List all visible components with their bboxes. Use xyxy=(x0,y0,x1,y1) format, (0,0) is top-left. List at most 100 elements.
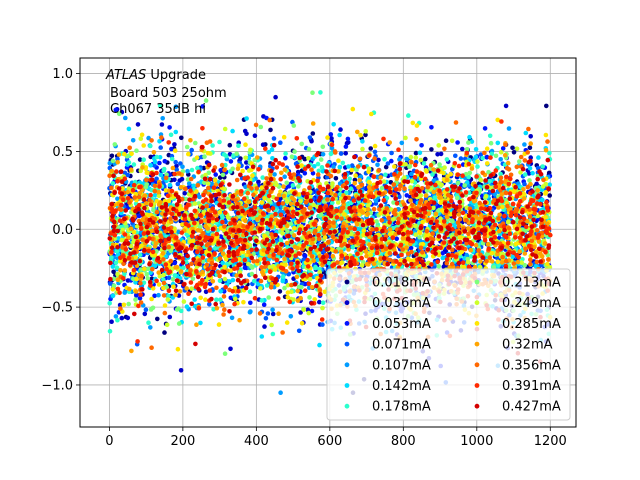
data-point xyxy=(272,172,277,177)
data-point xyxy=(159,122,165,127)
data-point xyxy=(177,178,182,183)
data-point xyxy=(262,196,267,201)
data-point xyxy=(114,265,120,271)
data-point xyxy=(444,157,450,162)
data-point xyxy=(228,159,234,164)
data-point xyxy=(236,143,241,148)
data-point xyxy=(148,270,153,276)
data-point xyxy=(291,123,297,128)
data-point xyxy=(363,132,368,138)
data-point xyxy=(110,293,116,299)
data-point xyxy=(168,132,174,138)
data-point xyxy=(181,299,187,304)
data-point xyxy=(273,94,278,100)
data-point xyxy=(145,266,151,272)
data-point xyxy=(111,276,117,282)
data-point xyxy=(107,281,113,286)
data-point xyxy=(148,143,153,149)
data-point xyxy=(397,194,402,200)
data-point xyxy=(222,126,228,132)
data-point xyxy=(346,164,351,169)
data-point xyxy=(322,235,328,240)
data-point xyxy=(353,173,358,178)
data-point xyxy=(278,390,283,396)
data-point xyxy=(144,272,150,277)
data-point xyxy=(175,346,181,352)
data-point xyxy=(315,257,320,263)
data-point xyxy=(249,271,255,277)
data-point xyxy=(252,133,258,138)
data-point xyxy=(222,351,228,357)
data-point xyxy=(301,307,307,313)
data-point xyxy=(122,290,127,295)
data-point xyxy=(230,128,235,134)
data-point xyxy=(203,289,209,295)
data-point xyxy=(111,283,117,289)
data-point xyxy=(176,321,182,326)
data-point xyxy=(421,161,427,166)
data-point xyxy=(141,157,146,162)
data-point xyxy=(267,264,272,270)
data-point xyxy=(540,197,545,203)
data-point xyxy=(518,170,523,175)
data-point xyxy=(406,113,411,118)
data-point xyxy=(392,164,397,169)
data-point xyxy=(399,219,405,224)
data-point xyxy=(292,149,297,154)
data-point xyxy=(330,181,335,186)
data-point xyxy=(475,164,480,169)
data-point xyxy=(157,155,163,160)
data-point xyxy=(174,163,179,169)
data-point xyxy=(107,328,113,334)
data-point xyxy=(161,168,166,173)
data-point xyxy=(299,141,305,147)
data-point xyxy=(247,309,253,315)
data-point xyxy=(337,164,343,170)
data-point xyxy=(535,165,541,171)
data-point xyxy=(408,154,414,160)
data-point xyxy=(277,289,283,294)
data-point xyxy=(453,153,458,159)
data-point xyxy=(345,233,350,239)
data-point xyxy=(150,305,156,311)
data-point xyxy=(501,217,506,223)
data-point xyxy=(228,268,234,273)
data-point xyxy=(440,208,445,213)
data-point xyxy=(309,138,314,144)
data-point xyxy=(179,135,184,141)
data-point xyxy=(174,167,179,172)
data-point xyxy=(217,139,222,145)
data-point xyxy=(172,148,178,153)
data-point xyxy=(203,98,209,103)
data-point xyxy=(203,297,208,303)
data-point xyxy=(320,300,326,306)
data-point xyxy=(126,160,132,165)
data-point xyxy=(122,170,128,176)
data-point xyxy=(343,144,349,149)
data-point xyxy=(182,191,187,196)
data-point xyxy=(402,175,407,180)
data-point xyxy=(227,142,233,148)
data-point xyxy=(220,172,226,178)
data-point xyxy=(331,122,337,127)
data-point xyxy=(317,270,323,275)
data-point xyxy=(346,140,351,145)
data-point xyxy=(139,132,145,138)
data-point xyxy=(110,264,116,269)
data-point xyxy=(130,138,136,143)
data-point xyxy=(496,263,501,268)
data-point xyxy=(259,298,265,303)
data-point xyxy=(137,157,143,162)
data-point xyxy=(498,157,504,162)
data-point xyxy=(162,330,167,335)
data-point xyxy=(172,273,178,278)
data-point xyxy=(437,162,442,167)
data-point xyxy=(284,180,290,186)
data-point xyxy=(320,152,326,157)
data-point xyxy=(285,295,291,300)
data-point xyxy=(316,168,322,174)
data-point xyxy=(335,200,341,205)
data-point xyxy=(431,205,436,211)
data-point xyxy=(148,154,153,160)
data-point xyxy=(218,168,223,173)
